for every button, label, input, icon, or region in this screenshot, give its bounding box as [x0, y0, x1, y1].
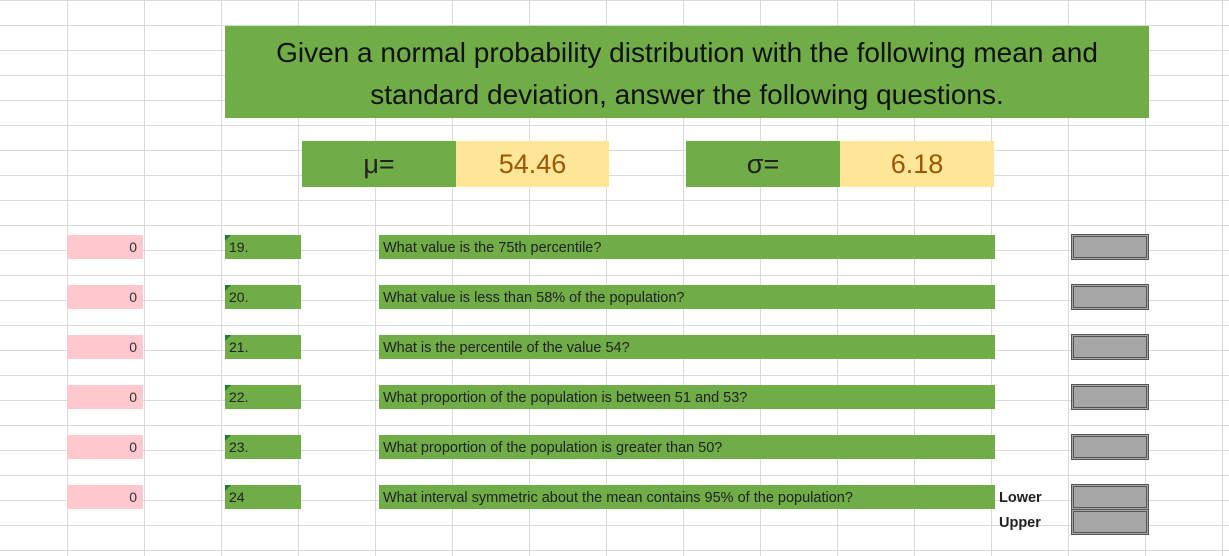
result-cell[interactable]: 0: [67, 285, 143, 309]
question-number: 24: [229, 489, 245, 505]
result-cell[interactable]: 0: [67, 485, 143, 509]
result-cell[interactable]: 0: [67, 385, 143, 409]
upper-bound-input[interactable]: [1071, 509, 1149, 535]
title-line-1: Given a normal probability distribution …: [276, 37, 1098, 68]
mean-label-cell: μ=: [302, 141, 456, 187]
lower-bound-input[interactable]: [1071, 484, 1149, 510]
answer-input[interactable]: [1071, 434, 1149, 460]
answer-input[interactable]: [1071, 384, 1149, 410]
question-number-cell[interactable]: 19.: [225, 235, 301, 259]
question-text-cell[interactable]: What value is less than 58% of the popul…: [379, 285, 995, 309]
question-number: 19.: [229, 239, 249, 255]
question-text-cell[interactable]: What value is the 75th percentile?: [379, 235, 995, 259]
title-line-2: standard deviation, answer the following…: [370, 79, 1004, 110]
question-number: 20.: [229, 289, 249, 305]
answer-input[interactable]: [1071, 334, 1149, 360]
answer-input[interactable]: [1071, 234, 1149, 260]
answer-input[interactable]: [1071, 284, 1149, 310]
question-text-cell[interactable]: What is the percentile of the value 54?: [379, 335, 995, 359]
comment-indicator-icon: [225, 285, 231, 291]
question-number-cell[interactable]: 21.: [225, 335, 301, 359]
question-number-cell[interactable]: 24: [225, 485, 301, 509]
question-text-cell[interactable]: What proportion of the population is bet…: [379, 385, 995, 409]
comment-indicator-icon: [225, 485, 231, 491]
question-number: 23.: [229, 439, 249, 455]
question-text-cell[interactable]: What interval symmetric about the mean c…: [379, 485, 995, 509]
question-number-cell[interactable]: 20.: [225, 285, 301, 309]
upper-bound-label: Upper: [999, 515, 1041, 531]
mean-value-cell[interactable]: 54.46: [456, 141, 609, 187]
question-text-cell[interactable]: What proportion of the population is gre…: [379, 435, 995, 459]
comment-indicator-icon: [225, 335, 231, 341]
result-cell[interactable]: 0: [67, 435, 143, 459]
comment-indicator-icon: [225, 235, 231, 241]
instructions-banner: Given a normal probability distribution …: [225, 26, 1149, 118]
comment-indicator-icon: [225, 385, 231, 391]
lower-bound-label: Lower: [999, 490, 1042, 506]
question-number: 22.: [229, 389, 249, 405]
sd-label-cell: σ=: [686, 141, 840, 187]
sd-value-cell[interactable]: 6.18: [840, 141, 994, 187]
question-number-cell[interactable]: 23.: [225, 435, 301, 459]
question-number: 21.: [229, 339, 249, 355]
question-number-cell[interactable]: 22.: [225, 385, 301, 409]
result-cell[interactable]: 0: [67, 235, 143, 259]
result-cell[interactable]: 0: [67, 335, 143, 359]
comment-indicator-icon: [225, 435, 231, 441]
